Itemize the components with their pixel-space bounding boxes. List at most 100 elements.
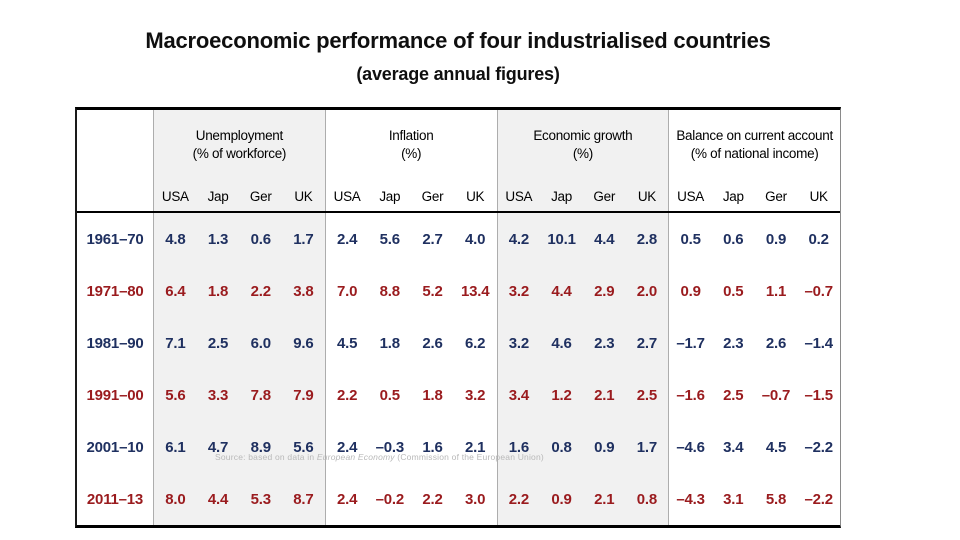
data-cell: 1.6 [508,438,529,456]
country-header-label: USA [333,189,361,204]
data-cell: 4.4 [551,282,572,300]
data-cell: 3.1 [723,490,744,508]
row-group: 3.2 4.4 2.9 2.0 [496,265,669,317]
row-period-label: 2011–13 [86,490,144,508]
data-cell: 4.5 [336,334,358,352]
data-cell: 5.2 [422,282,443,300]
data-cell: 2.6 [422,334,443,352]
row-period-label: 2001–10 [86,438,144,456]
data-cell: 3.2 [508,282,529,300]
data-cell: 0.9 [551,490,572,508]
data-cell: –1.4 [804,334,833,352]
data-cell: 2.2 [422,490,443,508]
data-cell: 7.8 [250,386,271,404]
data-cell: 13.4 [460,282,490,300]
data-cell: 2.9 [594,282,615,300]
row-group: 6.1 4.7 8.9 5.6 [153,421,325,473]
data-cell: 4.4 [594,230,615,248]
data-cell: 4.5 [765,438,787,456]
data-cell: 0.9 [680,282,701,300]
country-header-group: USA Jap Ger UK [668,180,840,211]
data-cell: 2.1 [465,438,486,456]
row-group: 0.5 0.6 0.9 0.2 [668,213,840,265]
country-header-label: UK [809,189,828,204]
data-cell: 5.6 [165,386,186,404]
group-unit: (% of workforce) [192,146,287,161]
group-title: Economic growth [533,128,633,144]
data-cell: 10.1 [547,230,576,248]
row-group: 7.0 8.8 5.2 13.4 [324,265,497,317]
column-group-header: Unemployment (% of workforce) [153,110,325,180]
data-cell: –1.5 [804,386,833,404]
data-cell: 6.1 [165,438,186,456]
data-cell: 1.8 [207,282,229,300]
table-row: 2001–10 6.1 4.7 8.9 5.6 2.4 –0.3 1.6 2.1 1.6 0.8 0.… [77,421,840,473]
data-cell: 2.4 [336,490,358,508]
data-cell: 2.1 [594,386,615,404]
country-header-label: USA [677,189,705,204]
source-note-publication: European Economy [316,452,395,462]
table-corner-cell [77,110,153,180]
data-cell: 2.7 [636,334,658,352]
source-note-prefix: Source: based on data in [215,452,317,462]
data-cell: 3.4 [508,386,529,404]
data-cell: 1.8 [422,386,443,404]
row-group: 8.0 4.4 5.3 8.7 [153,473,325,525]
row-group: 7.1 2.5 6.0 9.6 [153,317,325,369]
data-cell: 1.6 [422,438,443,456]
row-period-label: 1991–00 [86,386,144,404]
row-group: 4.2 10.1 4.4 2.8 [496,213,669,265]
source-note-suffix: (Commission of the European Union) [394,452,544,462]
data-cell: 7.9 [293,386,314,404]
country-header-group: USA Jap Ger UK [324,180,497,211]
data-cell: 2.5 [207,334,229,352]
data-cell: 5.3 [250,490,271,508]
data-cell: –0.7 [804,282,833,300]
data-cell: 2.4 [336,438,358,456]
country-header-label: Ger [593,189,616,204]
data-cell: 4.8 [165,230,186,248]
country-header-label: Ger [765,189,787,204]
country-header-group: USA Jap Ger UK [153,180,325,211]
row-group: –1.6 2.5 –0.7 –1.5 [668,369,840,421]
country-header-label: USA [161,189,189,204]
data-cell: 9.6 [293,334,314,352]
row-group: –1.7 2.3 2.6 –1.4 [668,317,840,369]
data-cell: 0.5 [680,230,701,248]
source-note: Source: based on data in European Econom… [215,452,544,462]
group-unit: (% of national income) [690,146,819,161]
data-cell: 3.4 [723,438,744,456]
data-cell: 0.8 [551,438,572,456]
row-group: 4.5 1.8 2.6 6.2 [324,317,497,369]
data-cell: 7.1 [165,334,186,352]
data-cell: 6.4 [165,282,186,300]
data-cell: 1.3 [207,230,229,248]
slide-title: Macroeconomic performance of four indust… [145,28,771,53]
data-cell: 0.5 [379,386,400,404]
row-group: 2.4 –0.2 2.2 3.0 [324,473,497,525]
data-cell: 0.6 [250,230,271,248]
row-group: 2.2 0.9 2.1 0.8 [496,473,669,525]
country-header-label: Ger [421,189,444,204]
data-cell: 5.8 [765,490,787,508]
row-period-label: 1971–80 [86,282,144,300]
country-header-label: Ger [249,189,272,204]
group-title: Unemployment [195,128,284,144]
macro-table: Unemployment (% of workforce) Inflation (%)… [75,107,841,528]
data-cell: 0.5 [723,282,744,300]
data-cell: 2.3 [723,334,744,352]
group-unit: (%) [572,146,593,161]
column-group-header: Economic growth (%) [496,110,669,180]
data-cell: 0.6 [723,230,744,248]
row-group: 4.8 1.3 0.6 1.7 [153,213,325,265]
data-cell: –4.6 [676,438,705,456]
data-cell: 6.2 [465,334,486,352]
table-row: 1981–90 7.1 2.5 6.0 9.6 4.5 1.8 2.6 6.2 3.2 4.6 2.3… [77,317,840,369]
data-cell: 8.8 [379,282,400,300]
data-cell: 2.0 [636,282,658,300]
data-cell: –2.2 [804,438,833,456]
data-cell: 3.3 [207,386,229,404]
country-header-label: UK [294,189,313,204]
row-group: 2.4 5.6 2.7 4.0 [324,213,497,265]
